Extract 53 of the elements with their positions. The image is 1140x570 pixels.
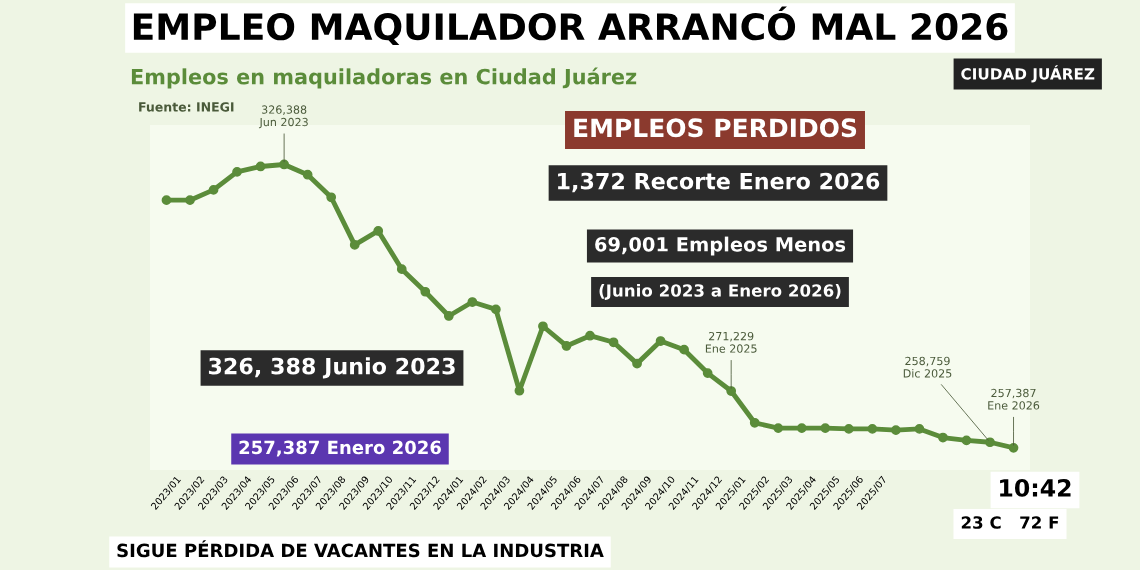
text: 23 C 72 F bbox=[961, 516, 1059, 529]
point bbox=[985, 437, 995, 448]
point bbox=[1008, 443, 1019, 453]
annotation: 257,387 Enero 2026 bbox=[239, 440, 441, 457]
point bbox=[843, 424, 854, 434]
point bbox=[961, 435, 972, 446]
data-label: 257,387 Ene 2026 bbox=[988, 388, 1040, 410]
point bbox=[749, 417, 760, 428]
point bbox=[185, 195, 195, 206]
text: CIUDAD JUÁREZ bbox=[961, 65, 1095, 83]
point bbox=[632, 358, 642, 369]
point bbox=[679, 344, 689, 355]
point bbox=[161, 195, 172, 206]
point bbox=[702, 368, 713, 378]
point bbox=[255, 161, 266, 172]
point bbox=[796, 423, 807, 433]
annotation: 326, 388 Junio 2023 bbox=[208, 357, 455, 379]
point bbox=[773, 423, 784, 433]
point bbox=[232, 166, 242, 177]
point bbox=[820, 423, 831, 433]
point bbox=[561, 341, 572, 351]
point bbox=[585, 330, 595, 341]
point bbox=[655, 336, 666, 346]
point bbox=[443, 311, 454, 321]
data-label: 326,388 Jun 2023 bbox=[258, 105, 308, 129]
point bbox=[420, 286, 431, 297]
annotation: 69,001 Empleos Menos bbox=[595, 236, 846, 256]
annotation: EMPLEOS PERDIDOS bbox=[574, 118, 857, 138]
point bbox=[302, 169, 313, 180]
point bbox=[726, 386, 737, 396]
point bbox=[914, 424, 925, 434]
point bbox=[373, 226, 384, 236]
text: 10:42 bbox=[1000, 478, 1071, 497]
point bbox=[208, 185, 219, 195]
annotation: 1,372 Recorte Enero 2026 bbox=[558, 172, 880, 193]
data-label: 258,759 Dic 2025 bbox=[903, 356, 952, 378]
text: SIGUE PÉRDIDA DE VACANTES EN LA INDUSTRIA bbox=[117, 540, 604, 558]
point bbox=[608, 337, 619, 348]
data-label: 271,229 Ene 2025 bbox=[705, 331, 757, 353]
point bbox=[491, 304, 501, 315]
point bbox=[467, 297, 478, 307]
point bbox=[349, 240, 360, 250]
point bbox=[891, 425, 901, 436]
point bbox=[396, 264, 407, 275]
chart-title: EMPLEO MAQUILADOR ARRANCÓ MAL 2026 bbox=[133, 6, 1008, 46]
annotation: (Junio 2023 a Enero 2026) bbox=[599, 283, 841, 300]
source-note: Fuente: INEGI bbox=[139, 102, 234, 112]
point bbox=[938, 432, 948, 443]
chart-subtitle: Empleos en maquiladoras en Ciudad Juárez bbox=[131, 67, 637, 89]
point bbox=[538, 321, 548, 332]
point bbox=[279, 159, 289, 170]
point bbox=[326, 192, 337, 203]
point bbox=[867, 424, 878, 434]
